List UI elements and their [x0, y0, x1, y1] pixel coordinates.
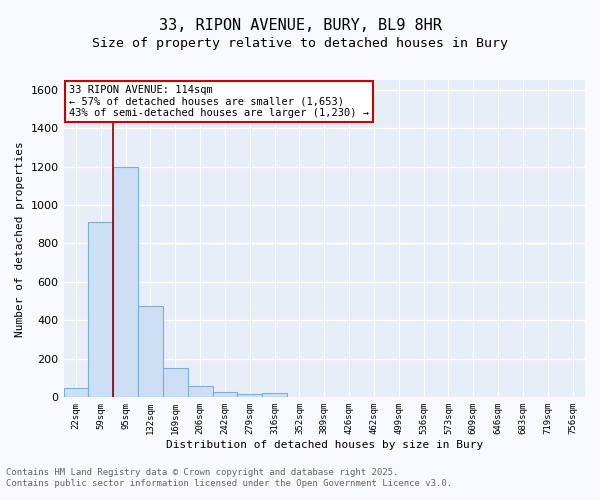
Bar	[212, 392, 238, 398]
Text: Contains HM Land Registry data © Crown copyright and database right 2025.
Contai: Contains HM Land Registry data © Crown c…	[6, 468, 452, 487]
Text: 33 RIPON AVENUE: 114sqm
← 57% of detached houses are smaller (1,653)
43% of semi: 33 RIPON AVENUE: 114sqm ← 57% of detache…	[69, 85, 369, 118]
Y-axis label: Number of detached properties: Number of detached properties	[15, 141, 25, 336]
Bar	[238, 394, 262, 398]
Text: 33, RIPON AVENUE, BURY, BL9 8HR: 33, RIPON AVENUE, BURY, BL9 8HR	[158, 18, 442, 32]
Bar	[88, 222, 113, 398]
Bar	[113, 166, 138, 398]
X-axis label: Distribution of detached houses by size in Bury: Distribution of detached houses by size …	[166, 440, 483, 450]
Bar	[262, 394, 287, 398]
Bar	[64, 388, 88, 398]
Text: Size of property relative to detached houses in Bury: Size of property relative to detached ho…	[92, 38, 508, 51]
Bar	[163, 368, 188, 398]
Bar	[188, 386, 212, 398]
Bar	[138, 306, 163, 398]
